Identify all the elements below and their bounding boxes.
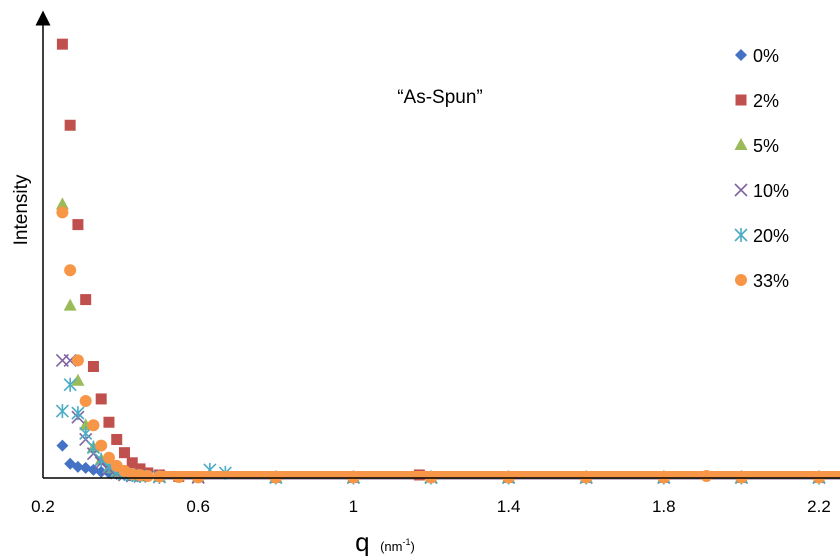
data-point (71, 460, 84, 473)
series-33-pct (56, 206, 840, 484)
data-point (64, 264, 77, 277)
data-point (55, 197, 69, 210)
legend-label: 0% (753, 46, 779, 66)
legend-marker (735, 274, 747, 286)
y-axis-label: Intensity (11, 174, 32, 245)
data-point (95, 465, 108, 478)
x-axis-label-unit-close: ) (410, 539, 414, 554)
x-tick-label: 2.2 (807, 497, 831, 516)
series-10-pct (55, 353, 840, 485)
data-point (87, 361, 99, 372)
data-point (700, 469, 713, 482)
legend-marker (735, 94, 747, 106)
data-point (55, 404, 69, 419)
legend-item: 20% (734, 226, 789, 246)
data-point (118, 447, 130, 459)
data-point (71, 354, 84, 367)
data-point (71, 406, 85, 421)
data-point (63, 377, 77, 392)
data-point (111, 433, 123, 445)
legend-label: 33% (753, 271, 789, 291)
series-20-pct (55, 377, 840, 485)
data-point (172, 470, 185, 483)
legend-marker (734, 183, 748, 197)
data-point (56, 38, 68, 50)
legend: 0% 2% 5% 10% 20% 33% (734, 46, 789, 291)
x-tick-label: 0.2 (31, 497, 55, 516)
data-point (153, 470, 166, 483)
chart-title: “As-Spun” (397, 87, 483, 108)
legend-label: 20% (753, 226, 789, 246)
data-point (79, 394, 92, 407)
x-axis-label-unit: (nm (380, 539, 402, 554)
data-point (72, 219, 84, 231)
data-point (95, 393, 107, 405)
data-point (103, 416, 115, 428)
data-point (95, 439, 108, 452)
data-point (64, 119, 76, 131)
data-point (141, 469, 154, 482)
legend-label: 10% (753, 181, 789, 201)
x-tick-label: 0.6 (186, 497, 210, 516)
legend-item: 0% (735, 46, 779, 66)
data-point (87, 419, 100, 432)
data-point (134, 463, 146, 475)
legend-label: 5% (753, 136, 779, 156)
x-axis-label-unit-sup: -1 (402, 537, 410, 547)
data-point (56, 439, 69, 452)
series-5-pct (55, 197, 840, 483)
legend-marker (734, 228, 748, 242)
legend-item: 33% (735, 271, 789, 291)
legend-item: 2% (735, 91, 779, 111)
svg-text:q (nm-1): q (nm-1) (355, 527, 415, 556)
data-point (56, 206, 69, 219)
x-axis-label-main: q (355, 527, 369, 556)
x-axis-label: q (nm-1) (355, 527, 415, 556)
data-point (126, 457, 138, 469)
legend-label: 2% (753, 91, 779, 111)
legend-item: 10% (734, 181, 789, 201)
data-point (80, 294, 92, 306)
data-point (102, 451, 115, 464)
x-tick-label: 1.8 (652, 497, 676, 516)
legend-marker (735, 49, 747, 61)
x-tick-label: 1 (349, 497, 358, 516)
data-point (63, 298, 77, 311)
x-tick-labels: 0.2 0.6 1 1.4 1.8 2.2 (31, 497, 831, 516)
x-tick-label: 1.4 (497, 497, 521, 516)
data-point (71, 373, 85, 386)
legend-item: 5% (734, 136, 779, 156)
legend-marker (734, 138, 748, 150)
